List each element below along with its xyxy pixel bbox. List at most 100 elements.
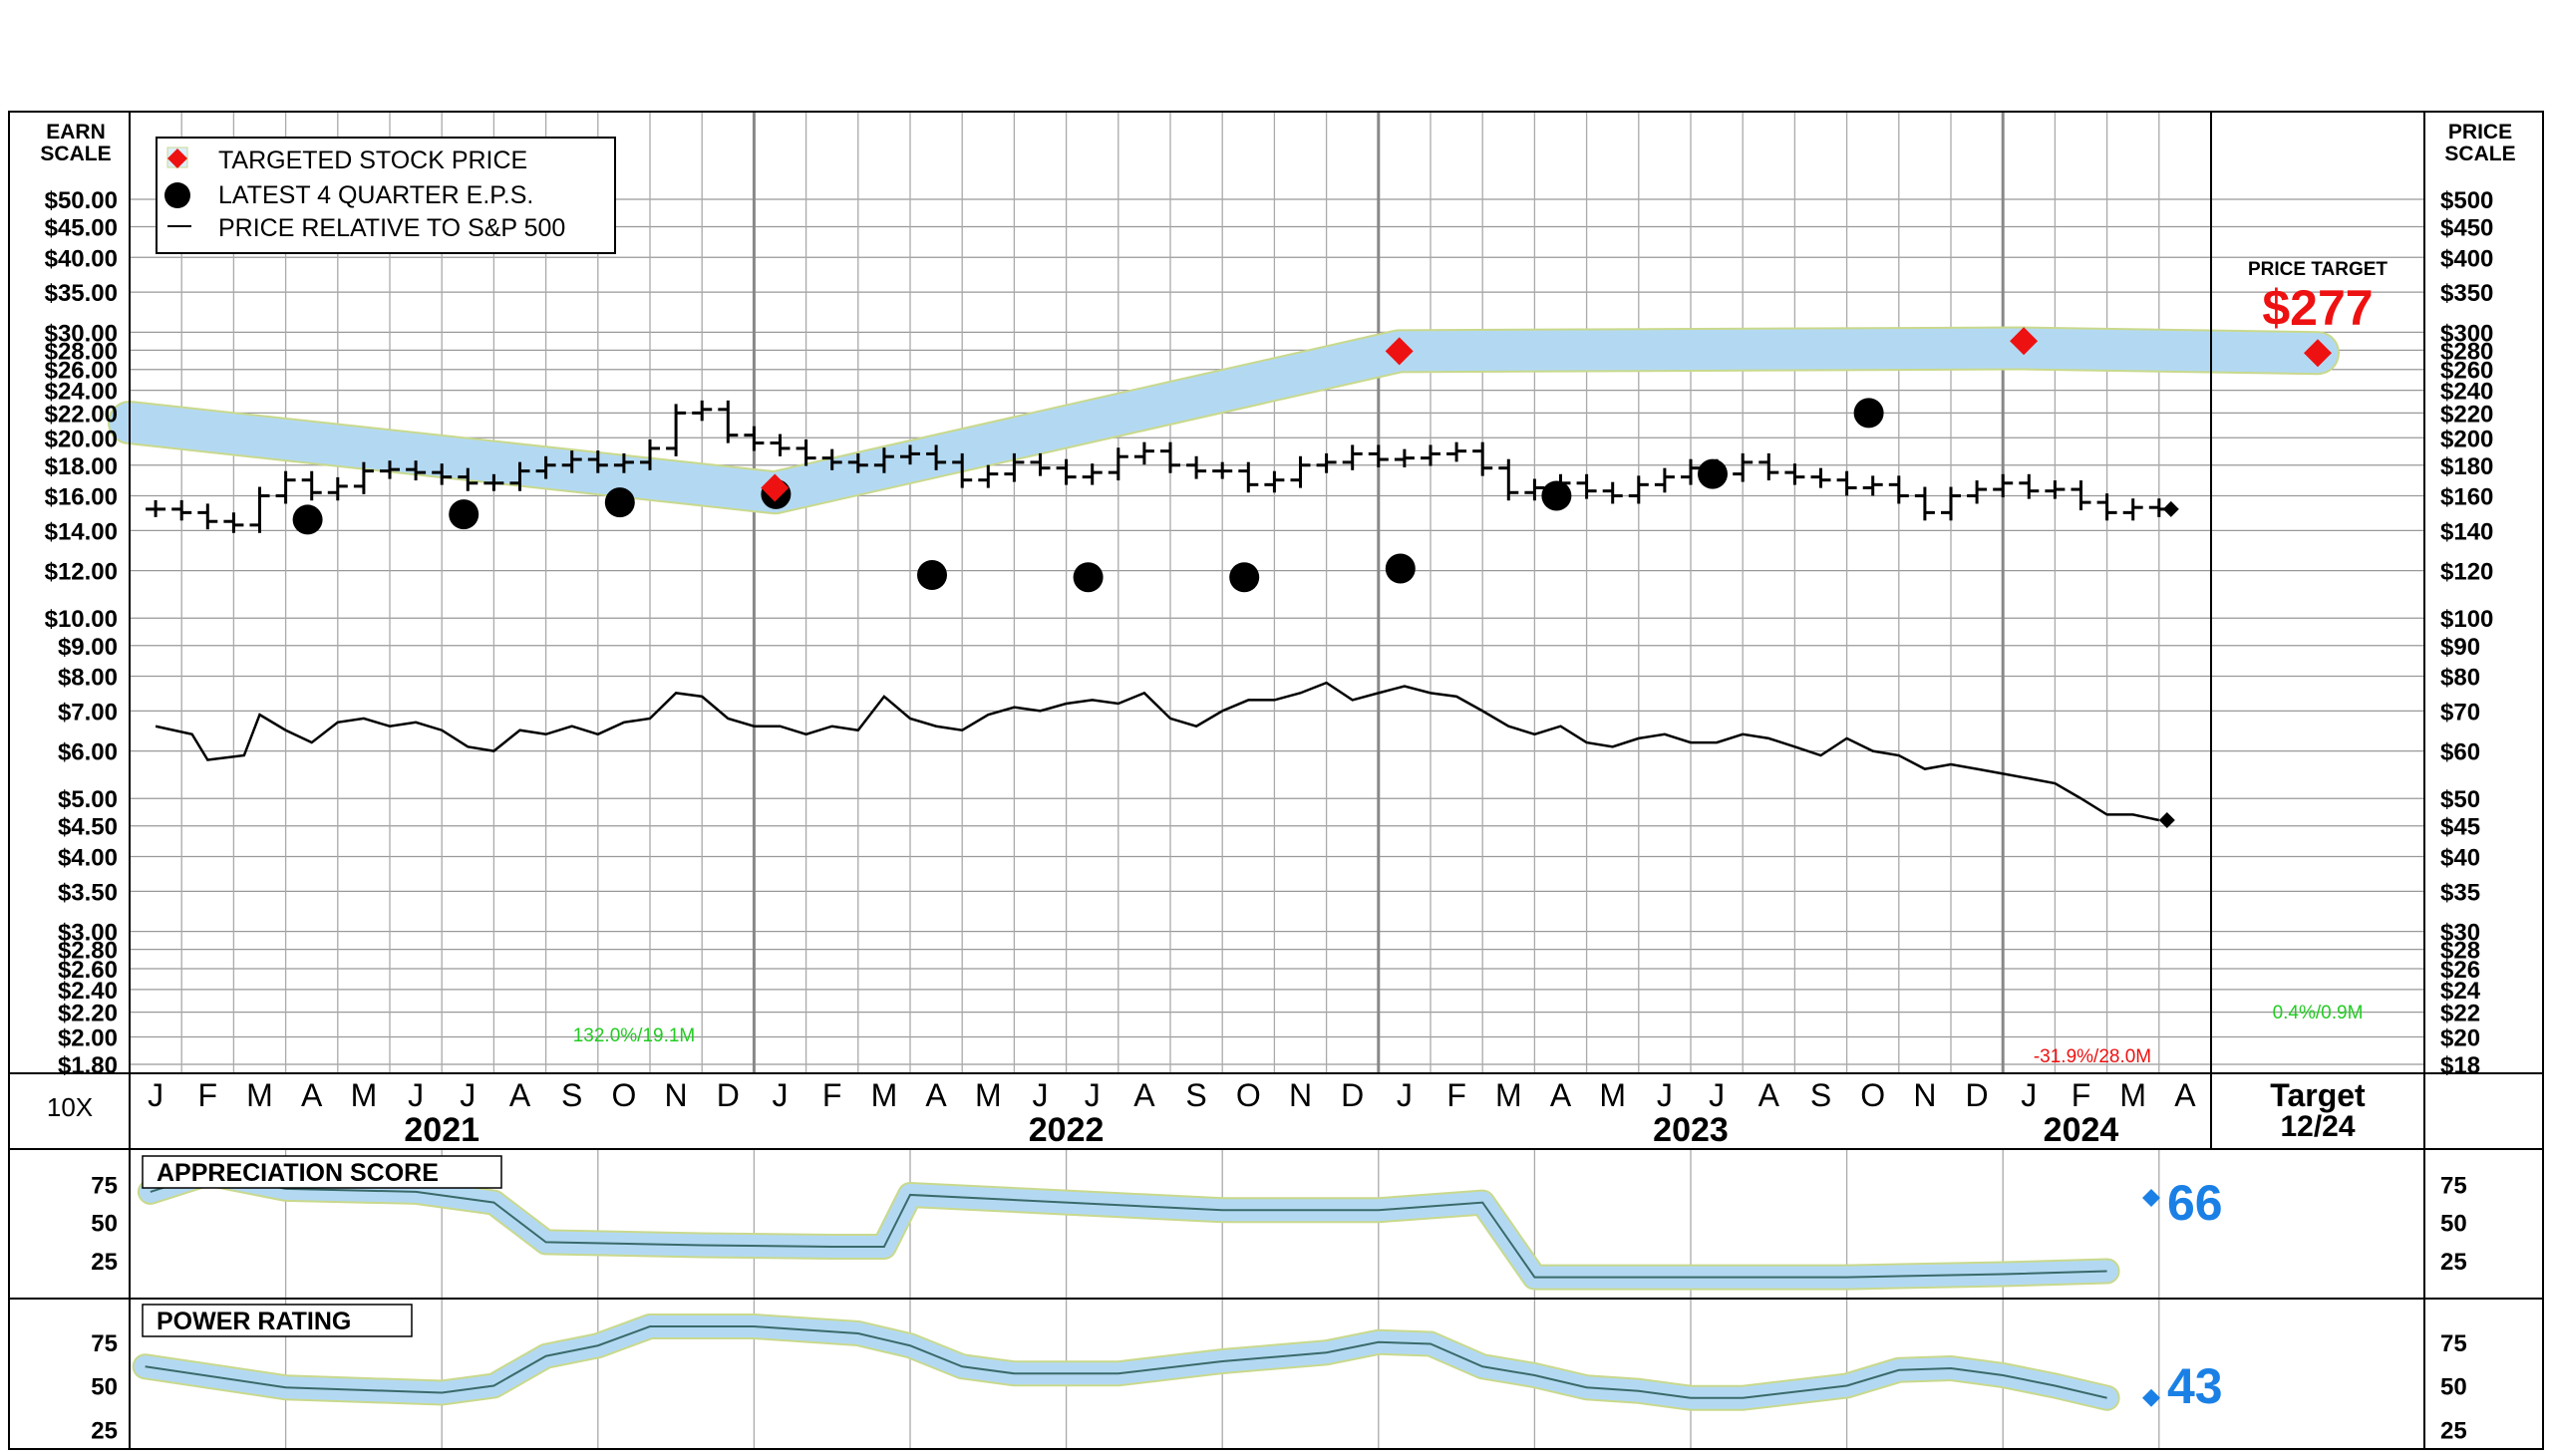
appreciation-tick-right: 50 <box>2440 1211 2467 1238</box>
legend-eps-label: LATEST 4 QUARTER E.P.S. <box>218 181 533 209</box>
target-diamond <box>761 473 790 502</box>
price-tick-label: $450 <box>2440 215 2493 242</box>
month-label: F <box>822 1077 842 1113</box>
legend-target-label: TARGETED STOCK PRICE <box>218 146 527 174</box>
earn-tick-label: $22.00 <box>45 401 118 428</box>
eps-dot <box>604 487 635 518</box>
eps-dot <box>1229 562 1260 593</box>
month-label: F <box>1446 1077 1466 1113</box>
month-label: D <box>717 1077 740 1113</box>
price-tick-label: $260 <box>2440 358 2493 385</box>
target-column-line2: 12/24 <box>2280 1110 2355 1143</box>
month-label: J <box>1085 1077 1101 1113</box>
earn-tick-label: $7.00 <box>58 699 118 726</box>
eps-dot <box>1698 458 1728 489</box>
year-label: 2024 <box>2044 1111 2119 1149</box>
earn-tick-label: $45.00 <box>45 215 118 242</box>
frame <box>8 111 2544 1450</box>
month-label: M <box>351 1077 378 1113</box>
earn-tick-label: $16.00 <box>45 484 118 511</box>
appreciation-current-value: 66 <box>2167 1175 2223 1231</box>
earn-tick-label: $8.00 <box>58 665 118 692</box>
earn-tick-label: $3.50 <box>58 879 118 906</box>
legend-eps-icon <box>164 182 190 208</box>
price-tick-label: $40 <box>2440 844 2480 871</box>
month-label: A <box>301 1077 323 1113</box>
power-tick-right: 50 <box>2440 1374 2467 1401</box>
year-label: 2022 <box>1029 1111 1105 1149</box>
price-tick-label: $500 <box>2440 187 2493 214</box>
price-tick-label: $30 <box>2440 920 2480 947</box>
month-label: N <box>665 1077 688 1113</box>
month-label: J <box>773 1077 789 1113</box>
price-target-value: $277 <box>2262 280 2373 336</box>
month-label: S <box>1810 1077 1831 1113</box>
month-label: M <box>1599 1077 1626 1113</box>
price-tick-label: $50 <box>2440 786 2480 813</box>
month-label: O <box>1236 1077 1261 1113</box>
power-current-marker <box>2142 1388 2160 1407</box>
eps-dot <box>1541 480 1572 511</box>
earn-tick-label: $4.50 <box>58 814 118 841</box>
appreciation-tick-right: 25 <box>2440 1249 2467 1276</box>
power-line <box>145 1325 2107 1399</box>
year-label: 2021 <box>404 1111 479 1149</box>
earn-tick-label: $9.00 <box>58 634 118 661</box>
month-label: J <box>408 1077 424 1113</box>
price-tick-label: $350 <box>2440 280 2493 307</box>
price-last-marker <box>2162 500 2179 517</box>
earn-tick-label: $6.00 <box>58 739 118 766</box>
price-tick-label: $280 <box>2440 338 2493 365</box>
month-label: M <box>1495 1077 1522 1113</box>
price-scale-line2: SCALE <box>2444 143 2515 165</box>
month-label: J <box>2021 1077 2037 1113</box>
legend: TARGETED STOCK PRICE LATEST 4 QUARTER E.… <box>156 137 616 254</box>
target-diamond <box>1385 337 1414 366</box>
power-tick-right: 75 <box>2440 1330 2467 1357</box>
grid <box>129 112 2424 1449</box>
earn-tick-label: $2.20 <box>58 1001 118 1027</box>
rating-panels: 75 75 50 50 25 25 75 75 50 50 25 25 <box>91 1160 2467 1444</box>
appreciation-title: APPRECIATION SCORE <box>157 1159 439 1187</box>
year-label: 2023 <box>1653 1111 1729 1149</box>
appreciation-tick-right: 75 <box>2440 1172 2467 1199</box>
month-label: M <box>246 1077 273 1113</box>
price-scale-line1: PRICE <box>2448 121 2512 144</box>
month-label: S <box>1185 1077 1206 1113</box>
price-tick-label: $70 <box>2440 699 2480 726</box>
month-label: A <box>1758 1077 1780 1113</box>
month-label: J <box>1033 1077 1049 1113</box>
month-label: F <box>198 1077 218 1113</box>
power-current-value: 43 <box>2167 1358 2223 1414</box>
price-bars <box>146 400 2179 533</box>
legend-relative-label: PRICE RELATIVE TO S&P 500 <box>218 214 565 242</box>
price-tick-label: $20 <box>2440 1024 2480 1051</box>
price-tick-label: $60 <box>2440 739 2480 766</box>
appreciation-title-box <box>142 1155 502 1189</box>
volume-note-2024: -31.9%/28.0M <box>2034 1046 2151 1067</box>
appreciation-current-marker <box>2142 1189 2160 1208</box>
earn-tick-label: $18.00 <box>45 453 118 480</box>
price-tick-label: $35 <box>2440 879 2480 906</box>
month-label: J <box>1657 1077 1673 1113</box>
price-tick-label: $26 <box>2440 957 2480 984</box>
power-tick-left: 50 <box>91 1374 118 1401</box>
month-label: D <box>1966 1077 1989 1113</box>
price-tick-label: $100 <box>2440 606 2493 633</box>
power-title: POWER RATING <box>157 1308 351 1335</box>
month-label: J <box>1397 1077 1413 1113</box>
appreciation-tick-left: 25 <box>91 1249 118 1276</box>
month-label: A <box>1133 1077 1155 1113</box>
earn-scale-line1: EARN <box>46 121 106 144</box>
earn-tick-label: $10.00 <box>45 606 118 633</box>
month-label: A <box>509 1077 531 1113</box>
target-markers <box>761 327 2332 502</box>
multiplier-label: 10X <box>47 1092 93 1122</box>
relative-last-marker <box>2158 812 2175 829</box>
appreciation-tick-left: 50 <box>91 1211 118 1238</box>
month-label: M <box>2119 1077 2146 1113</box>
earn-tick-label: $2.80 <box>58 938 118 965</box>
earn-tick-label: $24.00 <box>45 379 118 406</box>
price-tick-label: $90 <box>2440 634 2480 661</box>
earn-tick-label: $5.00 <box>58 786 118 813</box>
